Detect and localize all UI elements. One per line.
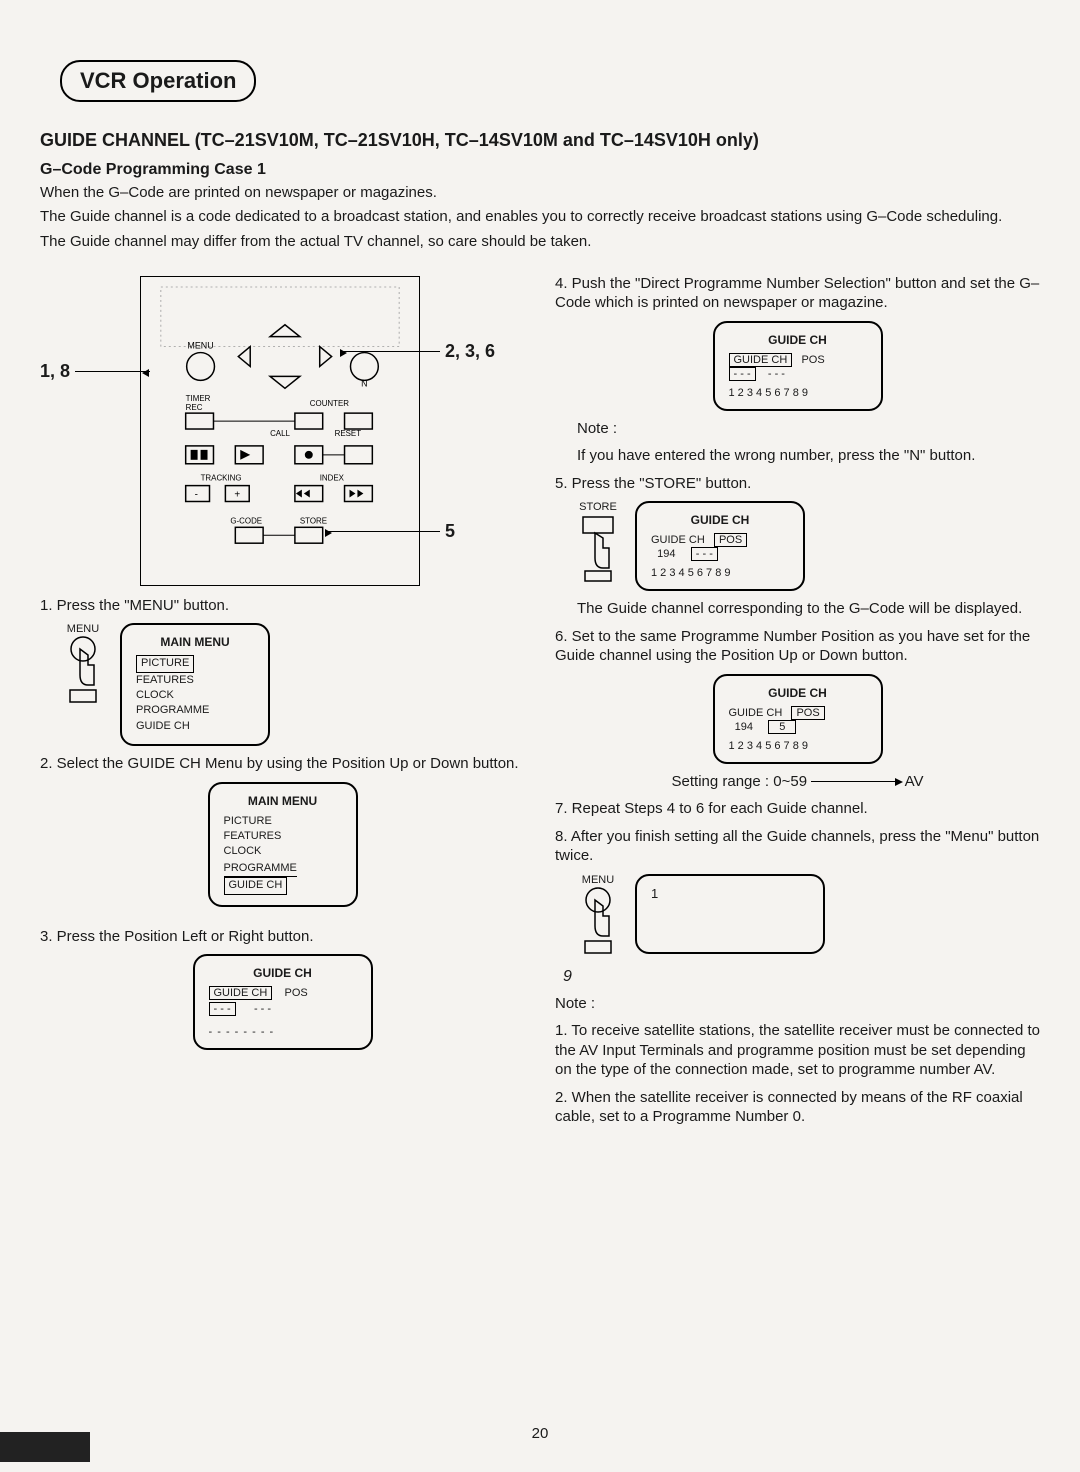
intro-line-3: The Guide channel may differ from the ac… — [40, 232, 1040, 252]
intro-line-2: The Guide channel is a code dedicated to… — [40, 207, 1040, 227]
menu-icon-label-2: MENU — [575, 874, 621, 886]
step-2: 2. Select the GUIDE CH Menu by using the… — [40, 754, 525, 774]
menu-icon-label: MENU — [60, 623, 106, 635]
callout-5: 5 — [445, 521, 455, 542]
osd-digits-4: 1 2 3 4 5 6 7 8 9 — [729, 387, 867, 399]
svg-text:G-CODE: G-CODE — [230, 516, 262, 525]
av-label: AV — [905, 773, 924, 790]
subtitle: GUIDE CHANNEL (TC–21SV10M, TC–21SV10H, T… — [40, 130, 1040, 151]
osd-gch-label-6: GUIDE CH — [729, 707, 783, 719]
osd-ch1: 1 — [651, 886, 809, 901]
osd-item-features: FEATURES — [136, 673, 254, 688]
note-label-4: Note : — [577, 419, 1040, 439]
osd-guide-ch-step6: GUIDE CH GUIDE CH POS 194 5 1 2 3 4 5 6 … — [713, 674, 883, 764]
osd-pos-5: POS — [714, 533, 747, 547]
osd-pos-label: POS — [285, 987, 308, 999]
intro-line-1: When the G–Code are printed on newspaper… — [40, 183, 1040, 203]
step-8: 8. After you finish setting all the Guid… — [555, 827, 1040, 866]
osd-guide-ch-label: GUIDE CH — [209, 986, 273, 1000]
svg-text:RESET: RESET — [335, 429, 362, 438]
remote-diagram: MENU N TIMER REC COUNTER CALL RESET — [140, 276, 420, 586]
scan-artifact — [0, 1432, 90, 1462]
osd-dash-4: - - - — [729, 367, 756, 381]
store-hand-icon — [575, 513, 621, 583]
osd-item-features-2: FEATURES — [224, 829, 342, 844]
remote-svg: MENU N TIMER REC COUNTER CALL RESET — [141, 277, 419, 585]
osd-title: MAIN MENU — [136, 635, 254, 649]
step-7: 7. Repeat Steps 4 to 6 for each Guide ch… — [555, 799, 1040, 819]
osd-dash-4b: - - - — [768, 368, 785, 380]
svg-text:CALL: CALL — [270, 429, 290, 438]
osd-digits-6: 1 2 3 4 5 6 7 8 9 — [729, 740, 867, 752]
setting-range-line: Setting range : 0~59 AV — [555, 772, 1040, 792]
arrow-icon — [811, 781, 901, 782]
notes-label: Note : — [555, 994, 1040, 1014]
menu-hand-icon-2 — [575, 886, 621, 956]
osd-guide-ch-step5: GUIDE CH GUIDE CH POS 194 - - - 1 2 3 4 … — [635, 501, 805, 591]
osd-item-picture: PICTURE — [136, 655, 194, 672]
osd-item-guidech-2: GUIDE CH — [224, 877, 288, 894]
svg-text:INDEX: INDEX — [320, 473, 345, 482]
page-number: 20 — [0, 1425, 1080, 1442]
osd-guide-title-6: GUIDE CH — [729, 686, 867, 700]
osd-final: 1 — [635, 874, 825, 954]
osd-item-programme: PROGRAMME — [136, 703, 254, 718]
svg-text:+: + — [234, 489, 240, 500]
setting-range: Setting range : 0~59 — [672, 773, 808, 790]
osd-guide-ch-step4: GUIDE CH GUIDE CH POS - - - - - - 1 2 3 … — [713, 321, 883, 411]
osd-main-menu-2: MAIN MENU PICTURE FEATURES CLOCK PROGRAM… — [208, 782, 358, 907]
left-column: 1, 8 2, 3, 6 5 MENU N — [40, 266, 525, 1135]
osd-guide-title: GUIDE CH — [209, 966, 357, 980]
step-5: 5. Press the "STORE" button. — [555, 474, 1040, 494]
osd-val5: 5 — [768, 720, 796, 734]
svg-text:STORE: STORE — [300, 516, 327, 525]
osd-dash: - - - — [254, 1003, 271, 1015]
step-3: 3. Press the Position Left or Right butt… — [40, 927, 525, 947]
osd-main-menu-1: MAIN MENU PICTURE FEATURES CLOCK PROGRAM… — [120, 623, 270, 746]
osd-guide-ch-1: GUIDE CH GUIDE CH POS - - - - - - - - - … — [193, 954, 373, 1050]
callout-1-8: 1, 8 — [40, 361, 70, 382]
osd-dash-row: - - - - - - - - — [209, 1026, 357, 1038]
osd-guide-title-4: GUIDE CH — [729, 333, 867, 347]
osd-item-clock: CLOCK — [136, 688, 254, 703]
section-title: VCR Operation — [60, 60, 256, 102]
nine-mark: 9 — [563, 968, 1040, 986]
osd-val194-6: 194 — [735, 721, 753, 733]
step-1: 1. Press the "MENU" button. — [40, 596, 525, 616]
osd-item-clock-2: CLOCK — [224, 844, 342, 859]
step-6: 6. Set to the same Programme Number Posi… — [555, 627, 1040, 666]
osd-val194-5: 194 — [657, 548, 675, 560]
note-2: 2. When the satellite receiver is connec… — [555, 1088, 1040, 1127]
right-column: 4. Push the "Direct Programme Number Sel… — [555, 266, 1040, 1135]
svg-text:COUNTER: COUNTER — [310, 399, 350, 408]
store-icon-label: STORE — [575, 501, 621, 513]
note-1: 1. To receive satellite stations, the sa… — [555, 1021, 1040, 1080]
osd-item-picture-2: PICTURE — [224, 814, 342, 829]
svg-text:REC: REC — [186, 403, 203, 412]
svg-text:TIMER: TIMER — [186, 394, 211, 403]
osd-dash-box: - - - — [209, 1002, 236, 1016]
remote-n-label: N — [361, 378, 367, 388]
step-5-after: The Guide channel corresponding to the G… — [577, 599, 1040, 619]
note-4: If you have entered the wrong number, pr… — [577, 446, 1040, 466]
osd-pos-4: POS — [801, 354, 824, 366]
svg-text:-: - — [195, 489, 198, 500]
osd-gch-label-4: GUIDE CH — [729, 353, 793, 367]
menu-hand-icon — [60, 635, 106, 705]
osd-title-2: MAIN MENU — [224, 794, 342, 808]
osd-pos-6: POS — [791, 706, 824, 720]
case-title: G–Code Programming Case 1 — [40, 161, 1040, 179]
osd-item-programme-2: PROGRAMME — [224, 861, 297, 877]
osd-guide-title-5: GUIDE CH — [651, 513, 789, 527]
osd-dash-5: - - - — [691, 547, 718, 561]
osd-item-guidech: GUIDE CH — [136, 719, 254, 734]
step-4: 4. Push the "Direct Programme Number Sel… — [555, 274, 1040, 313]
callout-2-3-6: 2, 3, 6 — [445, 341, 495, 362]
remote-menu-label: MENU — [187, 340, 213, 350]
osd-gch-label-5: GUIDE CH — [651, 534, 705, 546]
osd-digits-5: 1 2 3 4 5 6 7 8 9 — [651, 567, 789, 579]
svg-text:TRACKING: TRACKING — [201, 473, 242, 482]
